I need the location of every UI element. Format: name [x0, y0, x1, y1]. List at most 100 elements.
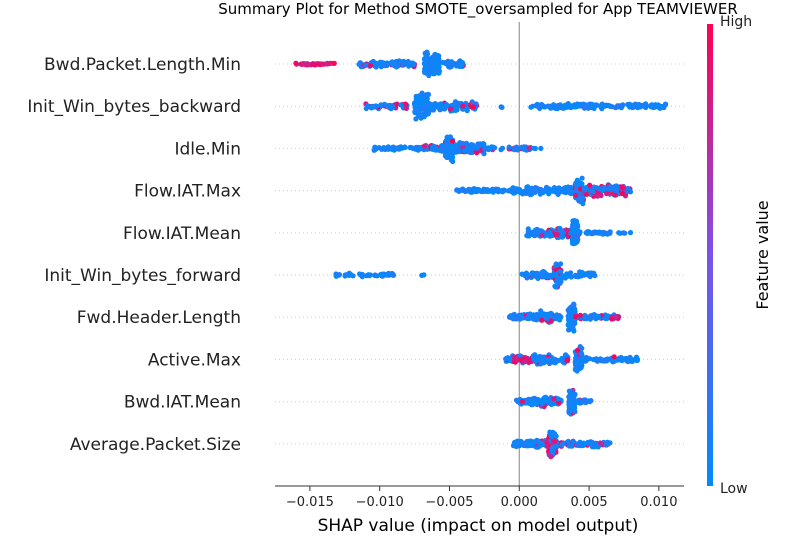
shap-point [535, 396, 541, 402]
shap-point [356, 61, 362, 67]
shap-point [613, 183, 620, 189]
feature-label: Bwd.IAT.Mean [124, 393, 241, 413]
shap-point [566, 314, 573, 320]
shap-point [551, 396, 557, 402]
shap-point [386, 270, 392, 276]
shap-point [612, 192, 618, 198]
chart-title: Summary Plot for Method SMOTE_oversample… [218, 0, 738, 19]
shap-point [550, 359, 556, 365]
shap-point [601, 358, 607, 364]
shap-point [464, 105, 470, 111]
shap-point [486, 145, 492, 151]
shap-point [528, 104, 534, 110]
shap-point [510, 190, 517, 196]
shap-point [379, 146, 385, 152]
shap-point [543, 272, 549, 278]
shap-point [444, 134, 450, 141]
shap-point [519, 315, 525, 321]
shap-point [519, 271, 525, 277]
shap-point [557, 269, 564, 275]
shap-point [571, 328, 577, 334]
shap-point [447, 64, 453, 70]
shap-point [525, 314, 532, 320]
shap-point [524, 275, 530, 281]
shap-point [333, 273, 339, 279]
shap-point [421, 272, 427, 278]
x-tick-label: −0.015 [286, 495, 334, 510]
shap-point [530, 271, 537, 277]
shap-point [393, 64, 399, 70]
shap-point [517, 357, 524, 363]
shap-point [551, 185, 558, 191]
shap-point [533, 229, 539, 235]
shap-point [619, 184, 625, 190]
shap-point [534, 311, 540, 318]
shap-point [544, 398, 550, 404]
shap-point [367, 272, 374, 278]
shap-point [449, 60, 455, 66]
shap-point [447, 106, 454, 112]
shap-point [604, 190, 610, 197]
shap-point [546, 232, 552, 238]
shap-point [579, 345, 585, 351]
shap-point [510, 443, 517, 449]
feature-label: Idle.Min [174, 139, 241, 159]
shap-point [500, 189, 506, 195]
shap-point [572, 104, 578, 110]
shap-point [410, 61, 417, 67]
shap-point [566, 327, 572, 333]
shap-point [621, 356, 628, 362]
shap-point [538, 187, 544, 193]
shap-point [381, 271, 387, 277]
shap-point [570, 230, 576, 236]
shap-point [556, 281, 562, 287]
shap-points [293, 49, 669, 460]
feature-label: Flow.IAT.Mean [123, 224, 241, 244]
shap-point [519, 399, 526, 405]
shap-point [552, 443, 559, 449]
shap-point [554, 231, 560, 238]
shap-point [602, 315, 608, 321]
shap-point [548, 310, 554, 316]
shap-point [357, 271, 363, 277]
shap-point [541, 311, 547, 317]
shap-point [573, 192, 579, 198]
shap-point [383, 102, 389, 109]
shap-point [581, 356, 587, 362]
shap-point [449, 138, 455, 144]
shap-point [530, 353, 536, 359]
shap-point [487, 188, 493, 194]
shap-point [433, 57, 439, 63]
shap-point [443, 101, 449, 108]
shap-point [597, 440, 603, 446]
shap-point [627, 230, 634, 236]
feature-label: Fwd.Header.Length [77, 308, 241, 328]
shap-point [503, 355, 510, 361]
shap-point [557, 317, 563, 323]
shap-point [399, 145, 405, 151]
shap-point [570, 321, 577, 328]
shap-point [570, 239, 576, 246]
shap-point [390, 271, 396, 277]
shap-point [419, 90, 425, 96]
shap-point [517, 353, 523, 359]
shap-point [470, 186, 477, 192]
shap-point [561, 103, 567, 109]
shap-point [423, 97, 429, 103]
x-axis-ticks: −0.015 −0.010 −0.005 0.000 0.005 0.010 [286, 486, 677, 510]
shap-point [407, 144, 413, 151]
shap-point [565, 438, 571, 444]
shap-point [499, 145, 506, 151]
shap-point [559, 442, 565, 448]
x-tick-label: −0.010 [356, 495, 404, 510]
shap-point [440, 106, 446, 112]
shap-point [525, 229, 531, 235]
shap-point [565, 104, 571, 110]
shap-point [634, 356, 641, 362]
shap-point [569, 392, 575, 398]
shap-point [529, 189, 535, 195]
shap-point [587, 313, 594, 320]
shap-point [390, 144, 396, 150]
shap-point [661, 104, 667, 111]
